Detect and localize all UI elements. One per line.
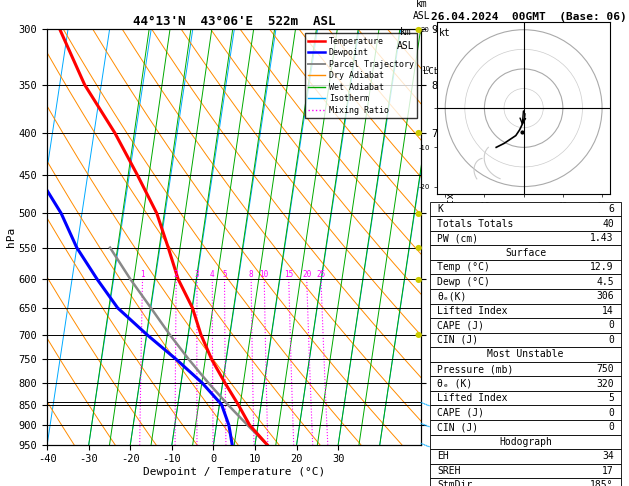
Text: 14: 14 bbox=[602, 306, 614, 316]
Text: 26.04.2024  00GMT  (Base: 06): 26.04.2024 00GMT (Base: 06) bbox=[431, 12, 626, 22]
Text: Most Unstable: Most Unstable bbox=[487, 349, 564, 360]
Bar bbox=[430, 449, 621, 464]
Bar bbox=[430, 347, 621, 362]
Text: CIN (J): CIN (J) bbox=[437, 422, 479, 432]
Text: ●: ● bbox=[415, 209, 422, 218]
Text: CAPE (J): CAPE (J) bbox=[437, 408, 484, 417]
Text: 17: 17 bbox=[602, 466, 614, 476]
Bar bbox=[430, 231, 621, 245]
Bar bbox=[430, 464, 621, 478]
Text: Dewp (°C): Dewp (°C) bbox=[437, 277, 490, 287]
Text: 6: 6 bbox=[608, 204, 614, 214]
Text: K: K bbox=[437, 204, 443, 214]
Bar bbox=[430, 245, 621, 260]
Text: 0: 0 bbox=[608, 422, 614, 432]
Bar bbox=[430, 405, 621, 420]
Text: PW (cm): PW (cm) bbox=[437, 233, 479, 243]
Bar bbox=[430, 304, 621, 318]
Text: 4.5: 4.5 bbox=[596, 277, 614, 287]
Text: 34: 34 bbox=[602, 451, 614, 461]
Text: 5: 5 bbox=[608, 393, 614, 403]
Text: \: \ bbox=[420, 439, 431, 451]
Bar bbox=[430, 478, 621, 486]
Bar bbox=[430, 289, 621, 304]
Bar bbox=[430, 362, 621, 376]
Bar bbox=[430, 318, 621, 333]
Text: 3: 3 bbox=[195, 270, 199, 279]
Text: StmDir: StmDir bbox=[437, 481, 472, 486]
Text: 306: 306 bbox=[596, 291, 614, 301]
Text: km: km bbox=[400, 27, 411, 37]
Bar bbox=[430, 333, 621, 347]
Y-axis label: hPa: hPa bbox=[6, 227, 16, 247]
Bar bbox=[430, 376, 621, 391]
Bar bbox=[430, 275, 621, 289]
Bar bbox=[430, 216, 621, 231]
Text: 10: 10 bbox=[260, 270, 269, 279]
Bar bbox=[430, 420, 621, 434]
Text: Totals Totals: Totals Totals bbox=[437, 219, 514, 228]
Text: 20: 20 bbox=[302, 270, 311, 279]
Text: 8: 8 bbox=[249, 270, 253, 279]
Text: CIN (J): CIN (J) bbox=[437, 335, 479, 345]
Text: Lifted Index: Lifted Index bbox=[437, 306, 508, 316]
Text: 12.9: 12.9 bbox=[590, 262, 614, 272]
Text: 0: 0 bbox=[608, 408, 614, 417]
Bar bbox=[430, 434, 621, 449]
Text: 15: 15 bbox=[284, 270, 293, 279]
Text: Temp (°C): Temp (°C) bbox=[437, 262, 490, 272]
Text: EH: EH bbox=[437, 451, 449, 461]
Text: Pressure (mb): Pressure (mb) bbox=[437, 364, 514, 374]
Text: 1.43: 1.43 bbox=[590, 233, 614, 243]
Text: Lifted Index: Lifted Index bbox=[437, 393, 508, 403]
Text: θₑ(K): θₑ(K) bbox=[437, 291, 467, 301]
Bar bbox=[430, 202, 621, 216]
Bar bbox=[430, 391, 621, 405]
Text: 2: 2 bbox=[174, 270, 179, 279]
Text: 25: 25 bbox=[316, 270, 326, 279]
Legend: Temperature, Dewpoint, Parcel Trajectory, Dry Adiabat, Wet Adiabat, Isotherm, Mi: Temperature, Dewpoint, Parcel Trajectory… bbox=[305, 34, 417, 118]
Text: CAPE (J): CAPE (J) bbox=[437, 320, 484, 330]
Text: 1: 1 bbox=[140, 270, 145, 279]
Text: 0: 0 bbox=[608, 335, 614, 345]
Text: kt: kt bbox=[439, 28, 451, 38]
Text: LCL: LCL bbox=[423, 67, 440, 76]
Y-axis label: Mixing Ratio (g/kg): Mixing Ratio (g/kg) bbox=[444, 181, 454, 293]
Text: 5: 5 bbox=[222, 270, 227, 279]
Text: 750: 750 bbox=[596, 364, 614, 374]
Text: ●: ● bbox=[415, 275, 422, 283]
Text: km
ASL: km ASL bbox=[413, 0, 430, 21]
Bar bbox=[430, 260, 621, 275]
Text: 40: 40 bbox=[602, 219, 614, 228]
Text: 4: 4 bbox=[210, 270, 214, 279]
Text: 320: 320 bbox=[596, 379, 614, 389]
Text: 0: 0 bbox=[608, 320, 614, 330]
Text: ●: ● bbox=[415, 25, 422, 34]
Text: \: \ bbox=[420, 419, 431, 431]
Text: ●: ● bbox=[415, 243, 422, 252]
Text: Surface: Surface bbox=[505, 248, 546, 258]
Text: \: \ bbox=[420, 399, 431, 410]
Text: 185°: 185° bbox=[590, 481, 614, 486]
Text: ●: ● bbox=[415, 128, 422, 138]
Text: ●: ● bbox=[415, 330, 422, 339]
Text: Hodograph: Hodograph bbox=[499, 437, 552, 447]
X-axis label: Dewpoint / Temperature (°C): Dewpoint / Temperature (°C) bbox=[143, 467, 325, 477]
Title: 44°13'N  43°06'E  522m  ASL: 44°13'N 43°06'E 522m ASL bbox=[133, 15, 335, 28]
Text: θₑ (K): θₑ (K) bbox=[437, 379, 472, 389]
Text: SREH: SREH bbox=[437, 466, 461, 476]
Text: ASL: ASL bbox=[397, 41, 415, 52]
